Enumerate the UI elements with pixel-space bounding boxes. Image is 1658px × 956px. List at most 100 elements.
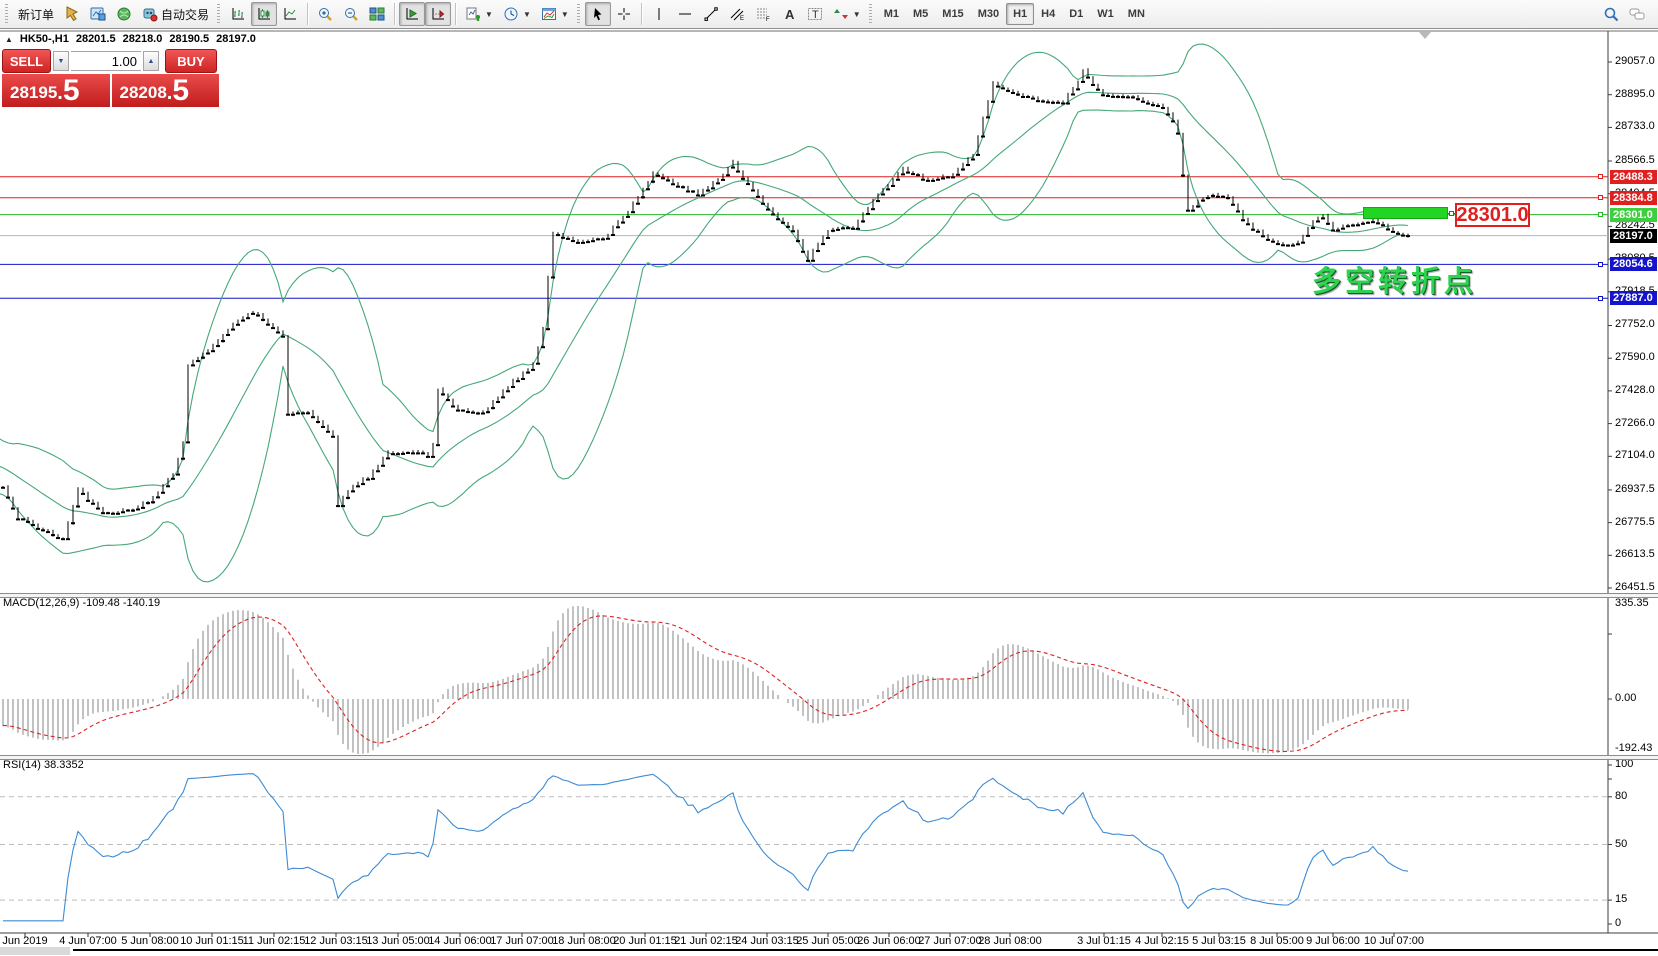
- time-axis-label: 18 Jun 08:00: [552, 935, 616, 947]
- timeframe-m15-button[interactable]: M15: [942, 8, 964, 20]
- toolbar-grip[interactable]: [217, 4, 221, 24]
- sell-price-display[interactable]: 28195. 5: [2, 74, 110, 107]
- price-level-label[interactable]: 28384.8: [1610, 191, 1657, 205]
- rsi-indicator-label: RSI(14) 38.3352: [3, 759, 84, 771]
- chart-canvas[interactable]: [0, 29, 1658, 956]
- cursor-button[interactable]: [584, 2, 611, 26]
- panel-splitter[interactable]: [0, 755, 1658, 760]
- timeframe-h4-button[interactable]: H4: [1041, 8, 1056, 20]
- macd-axis-tick: -192.43: [1615, 742, 1653, 754]
- shapes-icon: [833, 6, 849, 22]
- price-axis-tick: 26937.5: [1615, 483, 1655, 495]
- channel-button[interactable]: E: [724, 2, 750, 26]
- dropdown-caret-icon[interactable]: ▼: [522, 9, 531, 19]
- auto-scroll-button[interactable]: [399, 2, 426, 26]
- price-level-label[interactable]: 28488.3: [1610, 170, 1657, 184]
- panel-splitter[interactable]: [0, 593, 1658, 598]
- volume-input[interactable]: 1.00: [71, 51, 141, 71]
- price-level-label[interactable]: 28197.0: [1610, 229, 1657, 243]
- fibonacci-button[interactable]: F: [750, 2, 776, 26]
- vertical-line-button[interactable]: [646, 2, 672, 26]
- pivot-price-flag[interactable]: 28301.0: [1455, 203, 1530, 227]
- price-axis-tick: 28895.0: [1615, 88, 1655, 100]
- svg-text:E: E: [740, 16, 744, 22]
- toolbar-separator: [394, 3, 396, 25]
- price-level-label[interactable]: 28054.6: [1610, 257, 1657, 271]
- time-axis-label: 11 Jun 02:15: [242, 935, 306, 947]
- horizontal-scrollbar-track[interactable]: [0, 947, 70, 955]
- line-handle-marker[interactable]: [1598, 296, 1603, 301]
- chat-button[interactable]: [1624, 2, 1650, 26]
- horizontal-scrollbar[interactable]: [73, 949, 1658, 951]
- toolbar-grip[interactable]: [576, 4, 580, 24]
- autotrading-button-label: 自动交易: [161, 7, 210, 22]
- horizontal-line-button[interactable]: [672, 2, 698, 26]
- chart-shift-button[interactable]: [425, 2, 452, 26]
- turning-point-annotation[interactable]: 多空转折点: [1312, 266, 1478, 298]
- crosshair-button[interactable]: [611, 2, 637, 26]
- rsi-axis-tick: 100: [1615, 758, 1634, 770]
- buy-price-display[interactable]: 28208. 5: [111, 74, 219, 107]
- new-order-button[interactable]: 新订单: [13, 2, 59, 26]
- text-label-button[interactable]: T: [802, 2, 828, 26]
- candles-icon: [256, 6, 272, 22]
- symbol-period-label: HK50-,H1: [19, 33, 69, 45]
- chart-window[interactable]: ▲ HK50-,H1 28201.5 28218.0 28190.5 28197…: [0, 29, 1658, 956]
- timeframe-m5-button[interactable]: M5: [913, 8, 929, 20]
- buy-button[interactable]: BUY: [165, 49, 217, 73]
- line-handle-marker[interactable]: [1598, 262, 1603, 267]
- dropdown-caret-icon[interactable]: ▼: [485, 9, 493, 19]
- low-value: 28190.5: [169, 33, 210, 45]
- dropdown-caret-icon[interactable]: ▼: [852, 9, 861, 19]
- price-level-label[interactable]: 27887.0: [1610, 291, 1657, 305]
- dropdown-caret-icon[interactable]: ▼: [560, 9, 569, 19]
- signals-button[interactable]: [111, 2, 137, 26]
- indicators-button[interactable]: ▼: [460, 2, 498, 26]
- toolbar-grip[interactable]: [868, 4, 872, 24]
- candlestick-chart-button[interactable]: [251, 2, 278, 26]
- zoom-out-button[interactable]: [338, 2, 364, 26]
- chart-title: ▲ HK50-,H1 28201.5 28218.0 28190.5 28197…: [5, 33, 256, 45]
- buy-price-pips: 5: [172, 74, 190, 107]
- timeframe-w1-button[interactable]: W1: [1097, 8, 1114, 20]
- quick-trade-button[interactable]: [59, 2, 85, 26]
- sell-button[interactable]: SELL: [2, 49, 51, 73]
- zoom-in-button[interactable]: [312, 2, 338, 26]
- volume-decrease-button[interactable]: ▼: [53, 51, 69, 71]
- line-handle-marker[interactable]: [1598, 174, 1603, 179]
- time-axis-label: 8 Jul 05:00: [1250, 935, 1304, 947]
- timeframe-m30-button[interactable]: M30: [977, 8, 1000, 20]
- volume-increase-button[interactable]: ▲: [143, 51, 159, 71]
- arrows-button[interactable]: ▼: [828, 2, 866, 26]
- autotrading-button[interactable]: 自动交易: [137, 2, 214, 26]
- timeframe-m1-button[interactable]: M1: [883, 8, 899, 20]
- new-chart-button[interactable]: [85, 2, 111, 26]
- timeframe-h1-button[interactable]: H1: [1006, 3, 1035, 25]
- price-level-label[interactable]: 28301.0: [1610, 208, 1657, 222]
- timeframe-d1-button[interactable]: D1: [1069, 8, 1084, 20]
- svg-text:F: F: [766, 17, 770, 22]
- pivot-zone-rectangle[interactable]: [1363, 207, 1448, 219]
- price-axis-tick: 26613.5: [1615, 548, 1655, 560]
- toolbar-grip[interactable]: [5, 4, 8, 24]
- line-handle-marker[interactable]: [1598, 195, 1603, 200]
- timeframe-mn-button[interactable]: MN: [1127, 8, 1145, 20]
- chart-shift-marker-icon[interactable]: [1419, 32, 1431, 39]
- search-button[interactable]: [1598, 2, 1624, 26]
- periods-button[interactable]: ▼: [498, 2, 536, 26]
- line-handle-marker[interactable]: [1598, 212, 1603, 217]
- time-axis-label: 4 Jun 07:00: [59, 935, 117, 947]
- templates-button[interactable]: ▼: [536, 2, 574, 26]
- rsi-axis-tick: 15: [1615, 893, 1628, 905]
- bar-chart-button[interactable]: [225, 2, 251, 26]
- bar-chart-icon: [230, 6, 246, 22]
- gold-arrow-icon: [64, 6, 80, 22]
- collapse-triangle-icon[interactable]: ▲: [5, 34, 13, 44]
- text-button[interactable]: A: [776, 2, 802, 26]
- tile-windows-button[interactable]: [364, 2, 390, 26]
- sell-price-main: 28195: [10, 83, 58, 102]
- trendline-button[interactable]: [698, 2, 724, 26]
- price-axis-tick: 28566.5: [1615, 154, 1655, 166]
- price-axis-tick: 27266.0: [1615, 417, 1655, 429]
- line-chart-button[interactable]: [277, 2, 303, 26]
